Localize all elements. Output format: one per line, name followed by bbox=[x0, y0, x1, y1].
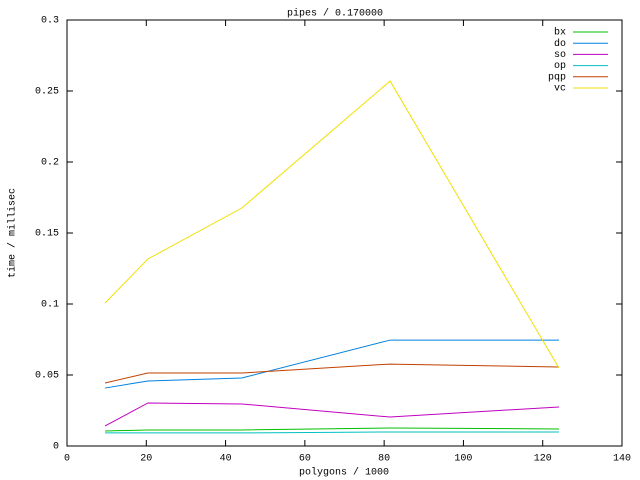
y-tick-label: 0.05 bbox=[35, 371, 59, 382]
x-tick-label: 20 bbox=[140, 454, 152, 465]
series-line bbox=[104, 402, 559, 427]
x-axis-label: polygons / 1000 bbox=[299, 467, 389, 479]
legend-label: do bbox=[554, 38, 566, 50]
legend-label: pqp bbox=[548, 72, 566, 83]
y-tick-label: 0.2 bbox=[41, 158, 59, 169]
y-tick-label: 0.1 bbox=[41, 300, 59, 311]
x-tick-label: 80 bbox=[378, 454, 390, 465]
series-line bbox=[104, 80, 560, 369]
x-tick-label: 40 bbox=[220, 454, 232, 465]
x-tick-label: 60 bbox=[299, 454, 311, 465]
legend-label: so bbox=[554, 50, 566, 61]
series-line bbox=[105, 427, 559, 432]
series-line bbox=[104, 363, 559, 384]
y-tick-label: 0.3 bbox=[41, 16, 59, 27]
x-tick-label: 0 bbox=[64, 454, 70, 465]
x-tick-label: 140 bbox=[613, 454, 631, 465]
chart-title: pipes / 0.170000 bbox=[287, 8, 383, 20]
y-tick-label: 0.15 bbox=[35, 229, 59, 240]
x-tick-label: 120 bbox=[534, 454, 552, 465]
y-tick-label: 0.25 bbox=[35, 87, 59, 98]
series-line bbox=[104, 339, 559, 389]
legend-label: vc bbox=[554, 84, 566, 95]
legend-label: bx bbox=[554, 27, 566, 39]
y-axis-label: time / millisec bbox=[7, 188, 19, 278]
legend-label: op bbox=[554, 61, 566, 72]
x-tick-label: 100 bbox=[454, 454, 472, 465]
series-line bbox=[105, 431, 559, 434]
y-tick-label: 0 bbox=[53, 442, 59, 453]
